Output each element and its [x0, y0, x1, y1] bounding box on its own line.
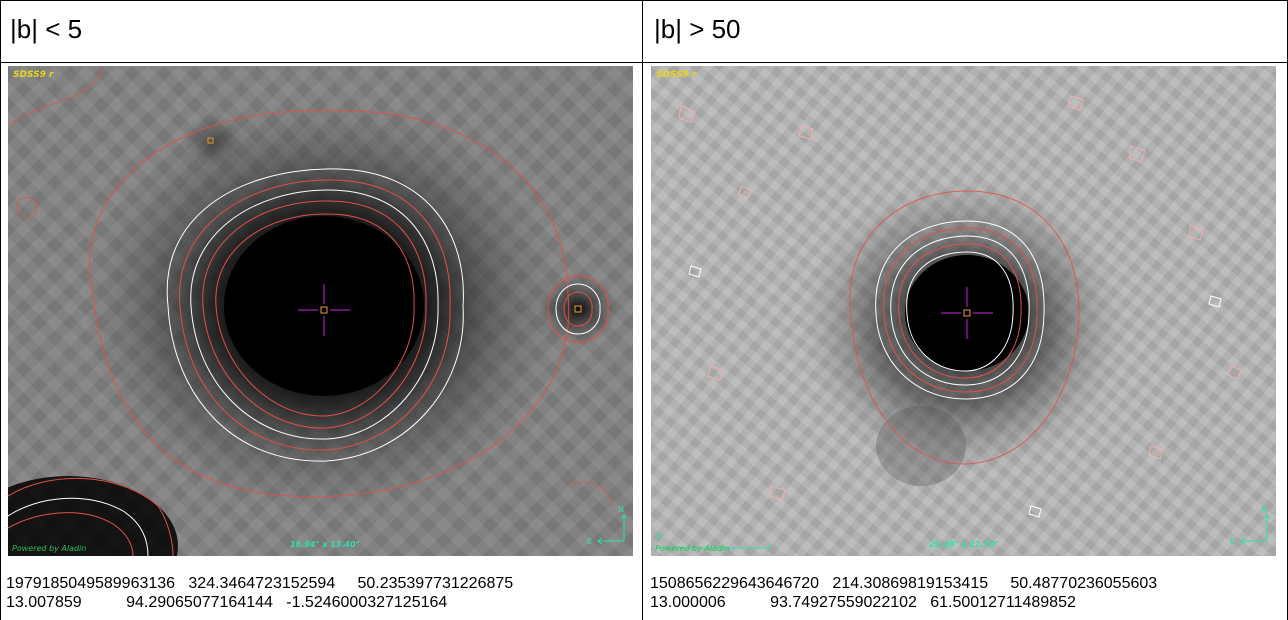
sky-cutout-image: N E SDSS9 r 16.94" x 13.40" Powered by A…	[8, 66, 633, 556]
header-divider	[0, 62, 1288, 63]
panel-high-latitude: |b| > 50	[644, 0, 1287, 620]
panel-title: |b| > 50	[654, 14, 741, 44]
field-of-view-label: 29.28" x 22.70"	[929, 540, 999, 549]
source-info-line2: 13.007859 94.29065077164144 -1.524600032…	[6, 594, 448, 611]
sky-cutout-image: N E SDSS9 r 5" 29.28" x 22.70" Powered b…	[651, 66, 1276, 556]
panel-title: |b| < 5	[10, 14, 83, 44]
compass-east-label: E	[587, 537, 592, 546]
powered-by-label: Powered by Aladin	[655, 544, 730, 553]
sky-image-svg: N E	[651, 66, 1276, 556]
field-of-view-label: 16.94" x 13.40"	[290, 540, 360, 549]
source-info-line2: 13.000006 93.74927559022102 61.500127114…	[650, 594, 1076, 611]
source-info-line1: 1979185049589963136 324.3464723152594 50…	[6, 575, 514, 592]
survey-label: SDSS9 r	[656, 70, 697, 80]
panel-low-latitude: |b| < 5	[0, 0, 643, 620]
powered-by-label: Powered by Aladin	[12, 544, 87, 553]
compass-north-label: N	[618, 505, 624, 514]
source-info: 1508656229643646720 214.30869819153415 5…	[650, 574, 1157, 612]
source-info-line1: 1508656229643646720 214.30869819153415 5…	[650, 575, 1158, 592]
source-info: 1979185049589963136 324.3464723152594 50…	[6, 574, 513, 612]
compass-north-label: N	[1261, 505, 1267, 514]
compass-east-label: E	[1230, 537, 1235, 546]
scale-bar-label: 5"	[655, 533, 664, 542]
survey-label: SDSS9 r	[13, 70, 54, 80]
sky-image-svg: N E	[8, 66, 633, 556]
